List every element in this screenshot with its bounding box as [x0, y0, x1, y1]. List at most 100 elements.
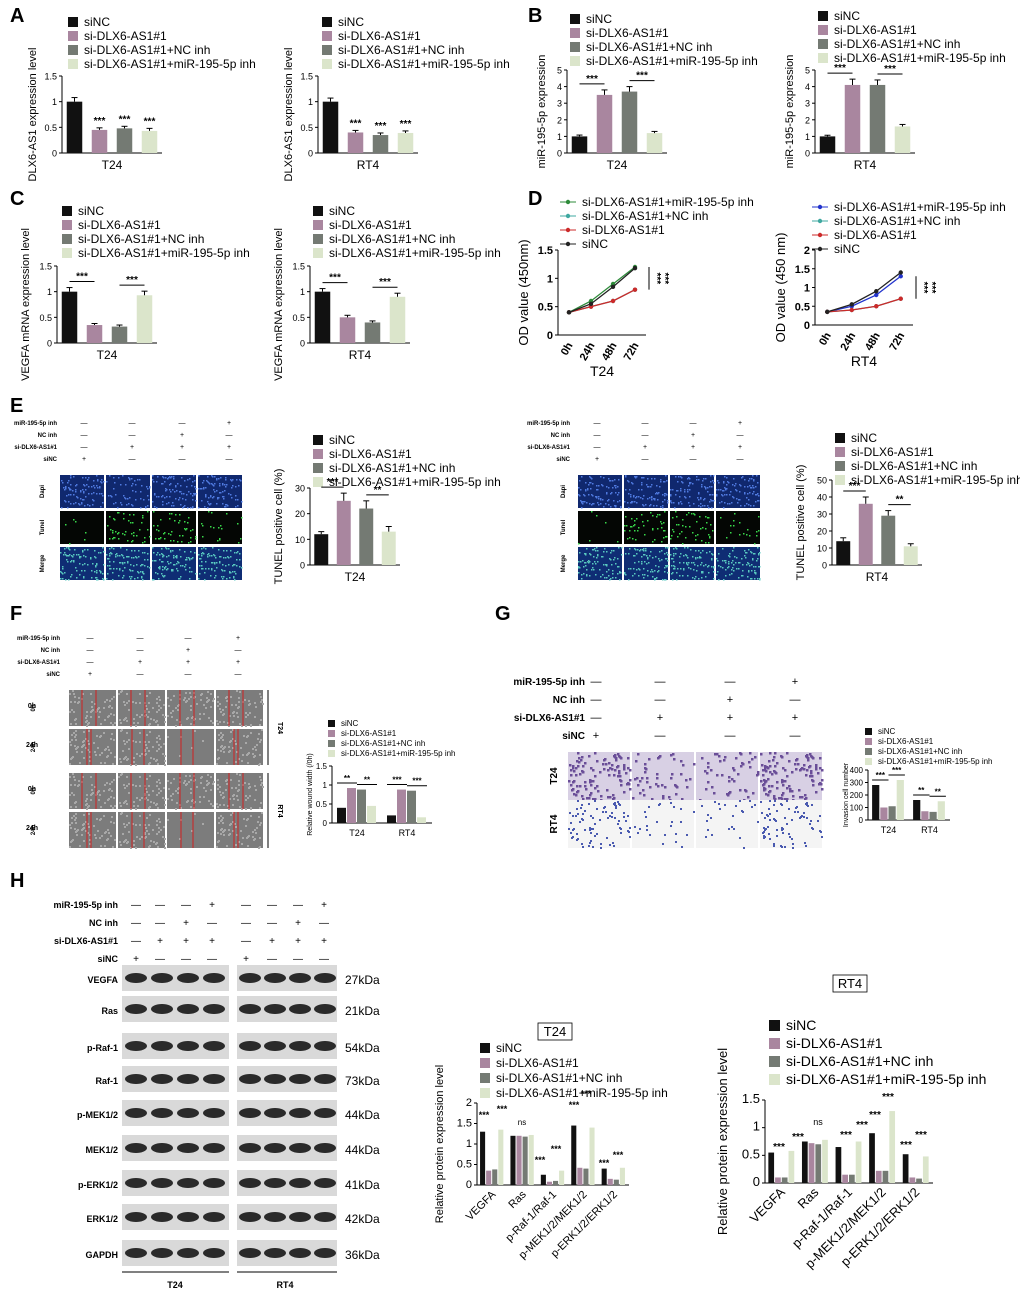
blot-band — [203, 1212, 225, 1222]
micrograph-speck — [216, 846, 218, 848]
micrograph-speck — [167, 697, 169, 699]
y-tick-label: 0.5 — [795, 301, 810, 313]
micrograph-speck — [80, 498, 82, 500]
micrograph-speck — [248, 700, 250, 702]
y-tick-label: 1.5 — [457, 1118, 472, 1130]
micrograph-speck — [78, 784, 80, 786]
micrograph-speck — [732, 550, 734, 552]
micrograph-speck — [94, 487, 96, 489]
micrograph-speck — [219, 538, 221, 540]
blot-band — [177, 1004, 199, 1014]
micrograph-speck — [692, 556, 694, 558]
micrograph-speck — [139, 702, 141, 704]
micrograph-speck — [96, 709, 98, 711]
micrograph-speck — [153, 552, 155, 554]
micrograph-speck — [225, 557, 227, 559]
micrograph-speck — [102, 502, 104, 504]
significance-label: *** — [327, 477, 339, 488]
micrograph-speck — [608, 499, 610, 501]
y-tick-label: 0.5 — [44, 123, 57, 133]
blot-band — [151, 1248, 173, 1258]
bar — [909, 1177, 916, 1183]
micrograph-speck — [641, 477, 643, 479]
micrograph-speck — [691, 513, 693, 515]
micrograph-speck — [670, 494, 672, 496]
micrograph-speck — [230, 779, 232, 781]
micrograph-speck — [122, 750, 124, 752]
micrograph-speck — [633, 568, 635, 570]
micrograph-speck — [786, 800, 788, 802]
micrograph-speck — [588, 803, 590, 805]
y-tick-label: 1.5 — [742, 1091, 760, 1106]
micrograph-speck — [147, 799, 149, 801]
micrograph-speck — [733, 780, 736, 783]
legend-swatch — [313, 220, 323, 230]
micrograph-speck — [708, 534, 710, 536]
treatment-row-label: si-DLX6-AS1#1 — [54, 936, 118, 946]
treatment-sign: + — [209, 936, 215, 947]
micrograph-speck — [222, 578, 224, 580]
micrograph-speck — [673, 531, 675, 533]
micrograph-speck — [630, 496, 632, 498]
micrograph-speck — [238, 780, 240, 782]
micrograph-speck — [739, 491, 741, 493]
micrograph-speck — [746, 503, 748, 505]
micrograph-speck — [707, 781, 710, 784]
micrograph-speck — [612, 487, 614, 489]
micrograph-speck — [592, 817, 594, 819]
micrograph-speck — [148, 824, 150, 826]
micrograph-speck — [164, 764, 166, 766]
treatment-sign: — — [181, 954, 191, 965]
micrograph-speck — [753, 479, 755, 481]
micrograph-speck — [201, 548, 203, 550]
micrograph-speck — [137, 571, 139, 573]
micrograph-speck — [68, 555, 70, 557]
bar — [480, 1131, 486, 1185]
micrograph-speck — [129, 497, 131, 499]
micrograph-speck — [166, 489, 168, 491]
micrograph-speck — [145, 506, 147, 508]
micrograph-speck — [667, 565, 669, 567]
micrograph-speck — [127, 562, 129, 564]
micrograph-speck — [226, 783, 228, 785]
micrograph-speck — [224, 490, 226, 492]
legend-label: si-DLX6-AS1#1+NC inh — [329, 461, 455, 475]
micrograph-speck — [97, 830, 99, 832]
micrograph-speck — [630, 502, 632, 504]
micrograph-speck — [615, 757, 618, 760]
micrograph-speck — [626, 783, 629, 786]
micrograph-speck — [649, 555, 651, 557]
micrograph-speck — [133, 761, 135, 763]
micrograph-speck — [123, 557, 125, 559]
micrograph-speck — [702, 527, 704, 529]
micrograph-speck — [100, 481, 102, 483]
blot-band — [177, 1248, 199, 1258]
treatment-sign: — — [87, 659, 94, 666]
micrograph-speck — [194, 494, 196, 496]
micrograph-speck — [92, 504, 94, 506]
micrograph-speck — [88, 722, 90, 724]
micrograph-speck — [121, 773, 123, 775]
legend-swatch — [865, 748, 872, 755]
panel-label-e: E — [10, 395, 23, 417]
blot-band — [264, 1004, 286, 1014]
micrograph-speck — [680, 476, 682, 478]
micrograph-speck — [199, 713, 201, 715]
micrograph-speck — [226, 762, 228, 764]
micrograph-speck — [168, 705, 170, 707]
legend-label: si-DLX6-AS1#1 — [586, 26, 669, 40]
micrograph-speck — [190, 723, 192, 725]
micrograph-speck — [104, 719, 106, 721]
micrograph-speck — [175, 485, 177, 487]
micrograph-speck — [660, 479, 662, 481]
series-line — [827, 275, 902, 313]
micrograph-speck — [713, 578, 715, 580]
micrograph-speck — [728, 563, 730, 565]
micrograph-speck — [79, 504, 81, 506]
micrograph-speck — [190, 541, 192, 543]
micrograph-speck — [591, 494, 593, 496]
micrograph-speck — [70, 475, 72, 477]
micrograph-speck — [156, 554, 158, 556]
micrograph-speck — [700, 557, 702, 559]
micrograph-speck — [192, 529, 194, 531]
